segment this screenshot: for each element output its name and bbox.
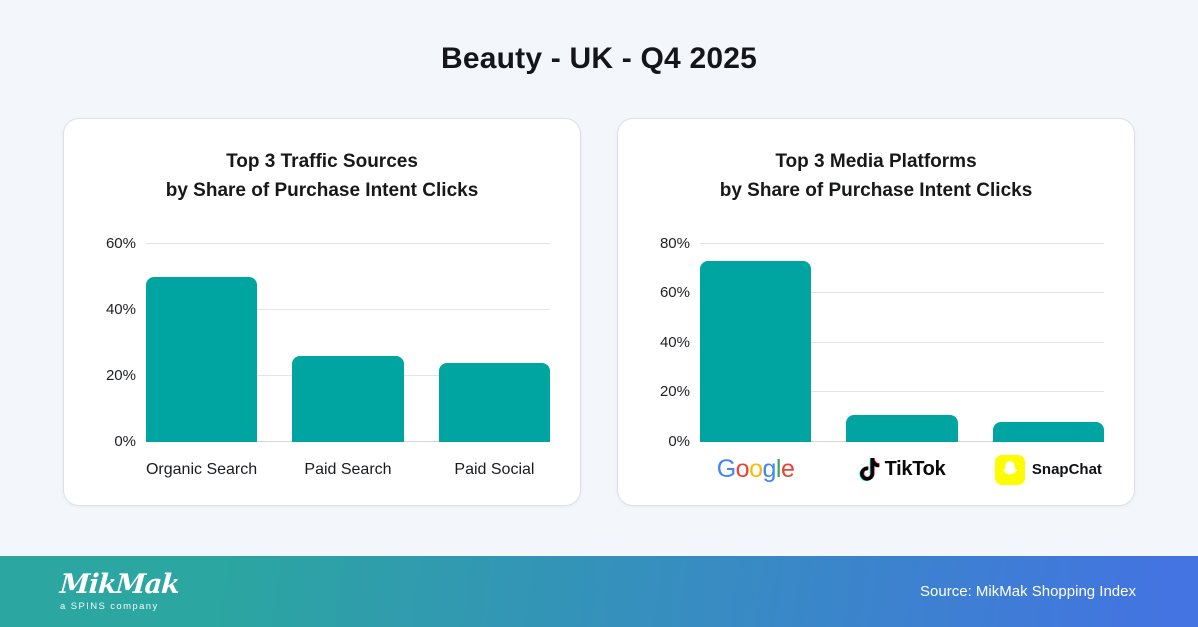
page-title: Beauty - UK - Q4 2025: [441, 42, 757, 75]
traffic-sources-chart-title: Top 3 Traffic Sources by Share of Purcha…: [94, 147, 550, 206]
google-axis-label: Google: [700, 452, 811, 488]
media-platforms-card: Top 3 Media Platforms by Share of Purcha…: [617, 118, 1135, 506]
bar-paid-search: [292, 356, 404, 442]
mikmak-tagline: a SPINS company: [60, 601, 159, 613]
plot-area: [146, 228, 550, 442]
gridline: [700, 292, 1104, 294]
y-tick-label: 60%: [105, 234, 136, 252]
bar-snapchat: [992, 422, 1104, 442]
gridline: [700, 391, 1104, 393]
x-axis-label-organic-search: Organic Search: [145, 460, 258, 478]
snapchat-logo: SnapChat: [994, 454, 1102, 485]
gridline: [700, 341, 1104, 343]
snapchat-ghost-icon: [994, 454, 1025, 485]
y-tick-label: 80%: [659, 234, 690, 252]
page-header: Beauty - UK - Q4 2025: [0, 0, 1198, 118]
chart-title-line2: by Share of Purchase Intent Clicks: [719, 180, 1033, 202]
media-platforms-chart-title: Top 3 Media Platforms by Share of Purcha…: [648, 147, 1104, 206]
bar-organic-search: [146, 276, 258, 442]
y-tick-label: 40%: [105, 300, 136, 318]
plot-area: [700, 228, 1104, 442]
gridline: [146, 242, 550, 244]
mikmak-logo: MikMak a SPINS company: [58, 569, 181, 613]
source-text: Source: MikMak Shopping Index: [920, 583, 1136, 600]
chart-title-line2: by Share of Purchase Intent Clicks: [165, 180, 479, 202]
traffic-sources-card: Top 3 Traffic Sources by Share of Purcha…: [63, 118, 581, 506]
traffic-sources-bar-chart: 0% 20% 40% 60% Organic Search Paid Search Pai…: [94, 228, 550, 492]
y-tick-label: 40%: [659, 333, 690, 351]
y-tick-label: 20%: [105, 366, 136, 384]
charts-row: Top 3 Traffic Sources by Share of Purcha…: [63, 118, 1135, 506]
x-axis-labels: Organic Search Paid Search Paid Social: [146, 452, 550, 492]
tiktok-wordmark: TikTok: [884, 458, 946, 481]
tiktok-note-icon: [858, 457, 880, 482]
y-tick-label: 0%: [668, 432, 690, 450]
x-axis-labels: Google TikTok SnapChat: [700, 452, 1104, 492]
footer-bar: MikMak a SPINS company Source: MikMak Sh…: [0, 556, 1198, 627]
y-tick-label: 0%: [114, 432, 136, 450]
x-axis-label-paid-social: Paid Social: [454, 460, 535, 478]
bar-google: [700, 261, 812, 442]
gridline: [146, 308, 550, 310]
chart-title-line1: Top 3 Traffic Sources: [226, 151, 418, 172]
google-wordmark: Google: [716, 455, 795, 484]
snapchat-wordmark: SnapChat: [1031, 461, 1102, 479]
y-axis: 0% 20% 40% 60% 80%: [648, 228, 700, 450]
y-axis: 0% 20% 40% 60%: [94, 228, 146, 450]
x-axis-label-paid-search: Paid Search: [304, 460, 392, 478]
y-tick-label: 20%: [659, 383, 690, 401]
bar-paid-social: [438, 362, 550, 442]
bar-tiktok: [846, 414, 958, 442]
tiktok-logo: TikTok: [858, 457, 946, 482]
chart-title-line1: Top 3 Media Platforms: [775, 151, 977, 172]
y-tick-label: 60%: [659, 284, 690, 302]
mikmak-wordmark: MikMak: [58, 569, 181, 601]
gridline: [700, 242, 1104, 244]
media-platforms-bar-chart: 0% 20% 40% 60% 80% Google TikTok SnapChat: [648, 228, 1104, 492]
snapchat-axis-label: SnapChat: [993, 452, 1104, 488]
tiktok-axis-label: TikTok: [846, 452, 957, 488]
